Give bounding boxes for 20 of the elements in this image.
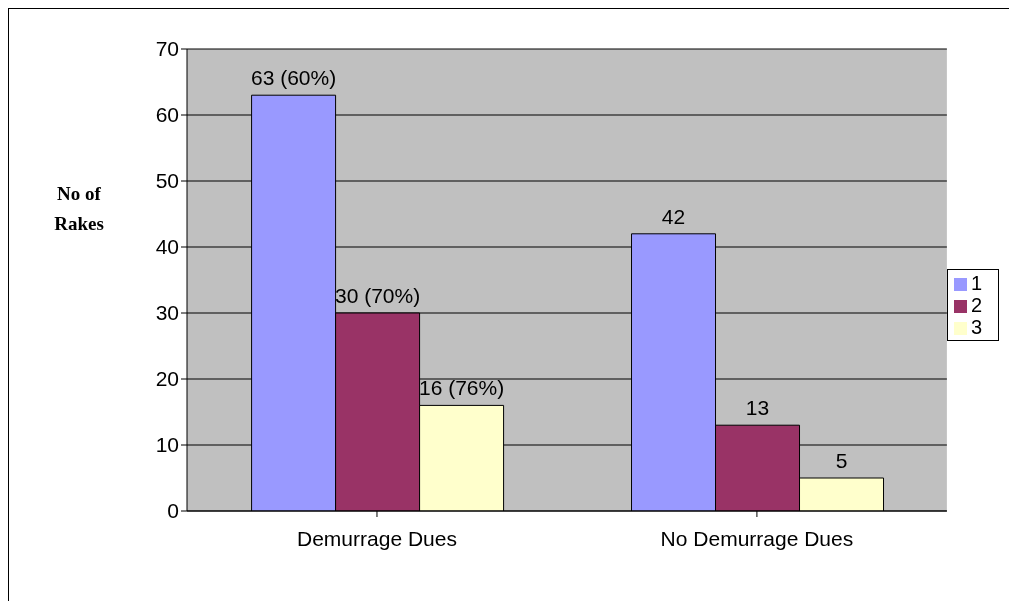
y-tick-label: 40 <box>155 235 179 259</box>
y-tick-label: 60 <box>155 103 179 127</box>
data-label: 16 (76%) <box>418 376 505 400</box>
y-tick-label: 20 <box>155 367 179 391</box>
y-tick-label: 10 <box>155 433 179 457</box>
legend-label: 1 <box>970 272 982 294</box>
y-tick-label: 70 <box>155 37 179 61</box>
data-label: 42 <box>661 204 686 228</box>
legend-label: 2 <box>970 294 982 316</box>
y-axis-title: No of Rakes <box>53 182 105 236</box>
y-tick-label: 50 <box>155 169 179 193</box>
y-tick-label: 30 <box>155 301 179 325</box>
data-label: 63 (60%) <box>250 66 337 90</box>
data-label: 30 (70%) <box>334 284 421 307</box>
x-tick-label: Demurrage Dues <box>297 526 457 550</box>
x-tick-label: No Demurrage Dues <box>660 526 854 550</box>
data-label: 13 <box>745 396 770 420</box>
legend-label: 3 <box>970 316 982 338</box>
y-tick-label: 0 <box>167 499 179 523</box>
data-label: 5 <box>835 449 848 472</box>
